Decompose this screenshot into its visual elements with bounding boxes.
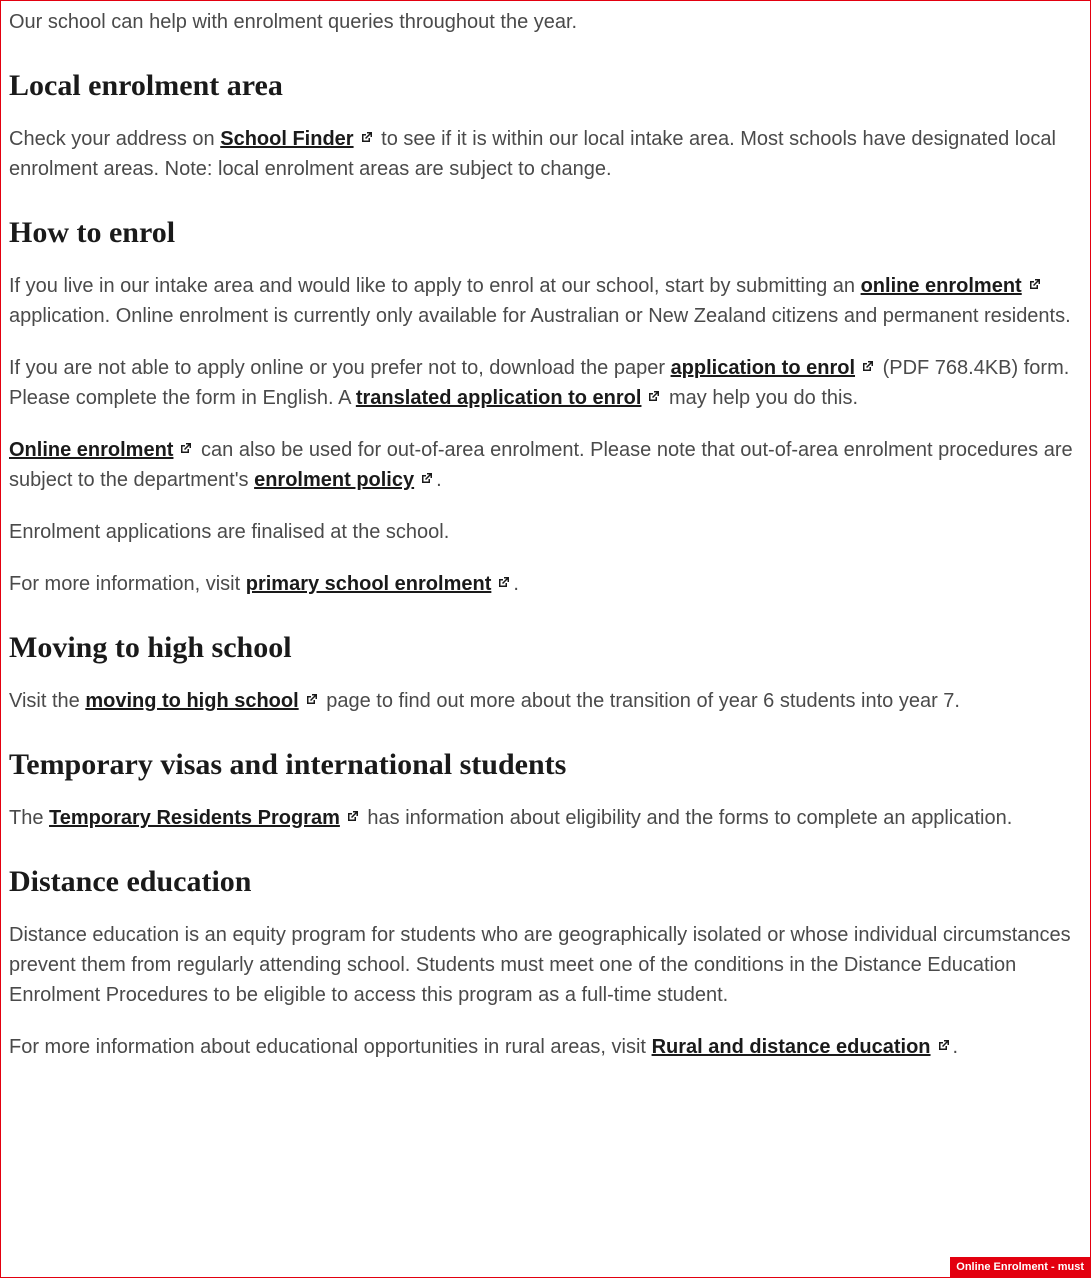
external-link-icon [935,1038,951,1054]
heading-temporary-visas: Temporary visas and international studen… [9,742,1082,787]
text: For more information, visit [9,573,246,595]
text: . [513,573,519,595]
external-link-icon [344,809,360,825]
external-link-icon [645,389,661,405]
link-online-enrolment[interactable]: online enrolment [861,275,1022,297]
text: If you are not able to apply online or y… [9,357,671,379]
text: page to find out more about the transiti… [321,690,960,712]
distance-paragraph-1: Distance education is an equity program … [9,920,1082,1010]
external-link-icon [418,471,434,487]
how-paragraph-3: Online enrolment can also be used for ou… [9,435,1082,495]
how-paragraph-2: If you are not able to apply online or y… [9,353,1082,413]
local-paragraph-1: Check your address on School Finder to s… [9,124,1082,184]
heading-how-to-enrol: How to enrol [9,210,1082,255]
how-paragraph-5: For more information, visit primary scho… [9,569,1082,599]
link-school-finder[interactable]: School Finder [220,128,353,150]
link-application-to-enrol[interactable]: application to enrol [671,357,855,379]
text: If you live in our intake area and would… [9,275,861,297]
text: may help you do this. [663,387,858,409]
link-moving-to-high-school[interactable]: moving to high school [85,690,298,712]
external-link-icon [177,441,193,457]
external-link-icon [859,359,875,375]
link-primary-school-enrolment[interactable]: primary school enrolment [246,573,492,595]
how-paragraph-4: Enrolment applications are finalised at … [9,517,1082,547]
link-translated-application[interactable]: translated application to enrol [356,387,642,409]
link-online-enrolment-2[interactable]: Online enrolment [9,439,173,461]
content-frame: Our school can help with enrolment queri… [0,0,1091,1278]
text: has information about eligibility and th… [362,807,1012,829]
how-paragraph-1: If you live in our intake area and would… [9,271,1082,331]
corner-badge: Online Enrolment - must [950,1257,1090,1278]
text: Visit the [9,690,85,712]
external-link-icon [495,575,511,591]
text: For more information about educational o… [9,1036,652,1058]
text: . [953,1036,959,1058]
text: application. Online enrolment is current… [9,305,1071,327]
temp-paragraph-1: The Temporary Residents Program has info… [9,803,1082,833]
heading-distance-education: Distance education [9,859,1082,904]
text: Check your address on [9,128,220,150]
heading-local-enrolment: Local enrolment area [9,63,1082,108]
link-temporary-residents-program[interactable]: Temporary Residents Program [49,807,340,829]
text: . [436,469,442,491]
external-link-icon [303,692,319,708]
text: The [9,807,49,829]
link-rural-distance-education[interactable]: Rural and distance education [652,1036,931,1058]
heading-moving-to-high-school: Moving to high school [9,625,1082,670]
link-enrolment-policy[interactable]: enrolment policy [254,469,414,491]
moving-paragraph-1: Visit the moving to high school page to … [9,686,1082,716]
external-link-icon [1026,277,1042,293]
external-link-icon [358,130,374,146]
intro-paragraph: Our school can help with enrolment queri… [9,7,1082,37]
distance-paragraph-2: For more information about educational o… [9,1032,1082,1062]
